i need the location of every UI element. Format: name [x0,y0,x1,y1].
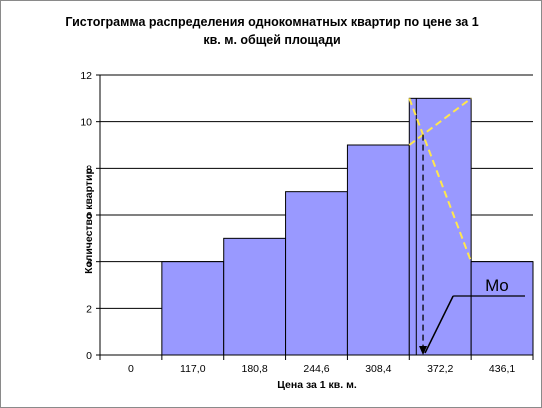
mode-construction-line [408,97,473,263]
histogram-bar [408,97,472,356]
y-tick-label: 0 [86,350,92,362]
x-tick-label: 436,1 [489,363,515,375]
mode-leader-line [424,295,454,354]
y-tick-label: 4 [86,257,92,269]
chart-title: Гистограмма распределения однокомнатных … [21,13,523,49]
x-tick-label: 372,2 [427,363,453,375]
histogram-bar [161,261,225,356]
histogram-bar [223,237,287,356]
chart-title-line-1: Гистограмма распределения однокомнатных … [65,15,479,29]
x-axis-label: Цена за 1 кв. м. [277,379,357,391]
x-tick-label: 244,6 [303,363,329,375]
y-tick-label: 6 [86,210,92,222]
mode-construction-line [408,97,472,146]
y-tick-label: 10 [80,117,92,129]
chart-title-line-2: кв. м. общей площади [203,33,341,47]
x-tick-label: 308,4 [365,363,391,375]
x-tick-label: 0 [128,363,134,375]
histogram-bar [285,191,348,356]
mode-annotation-label: Mo [485,276,509,295]
mode-arrowhead [419,346,428,355]
y-tick-label: 2 [86,303,92,315]
x-tick-label: 180,8 [242,363,268,375]
histogram-bar [470,261,534,356]
y-tick-label: 12 [80,70,92,82]
y-tick-label: 8 [86,163,92,175]
histogram-bar [346,144,410,356]
x-tick-label: 117,0 [180,363,206,375]
